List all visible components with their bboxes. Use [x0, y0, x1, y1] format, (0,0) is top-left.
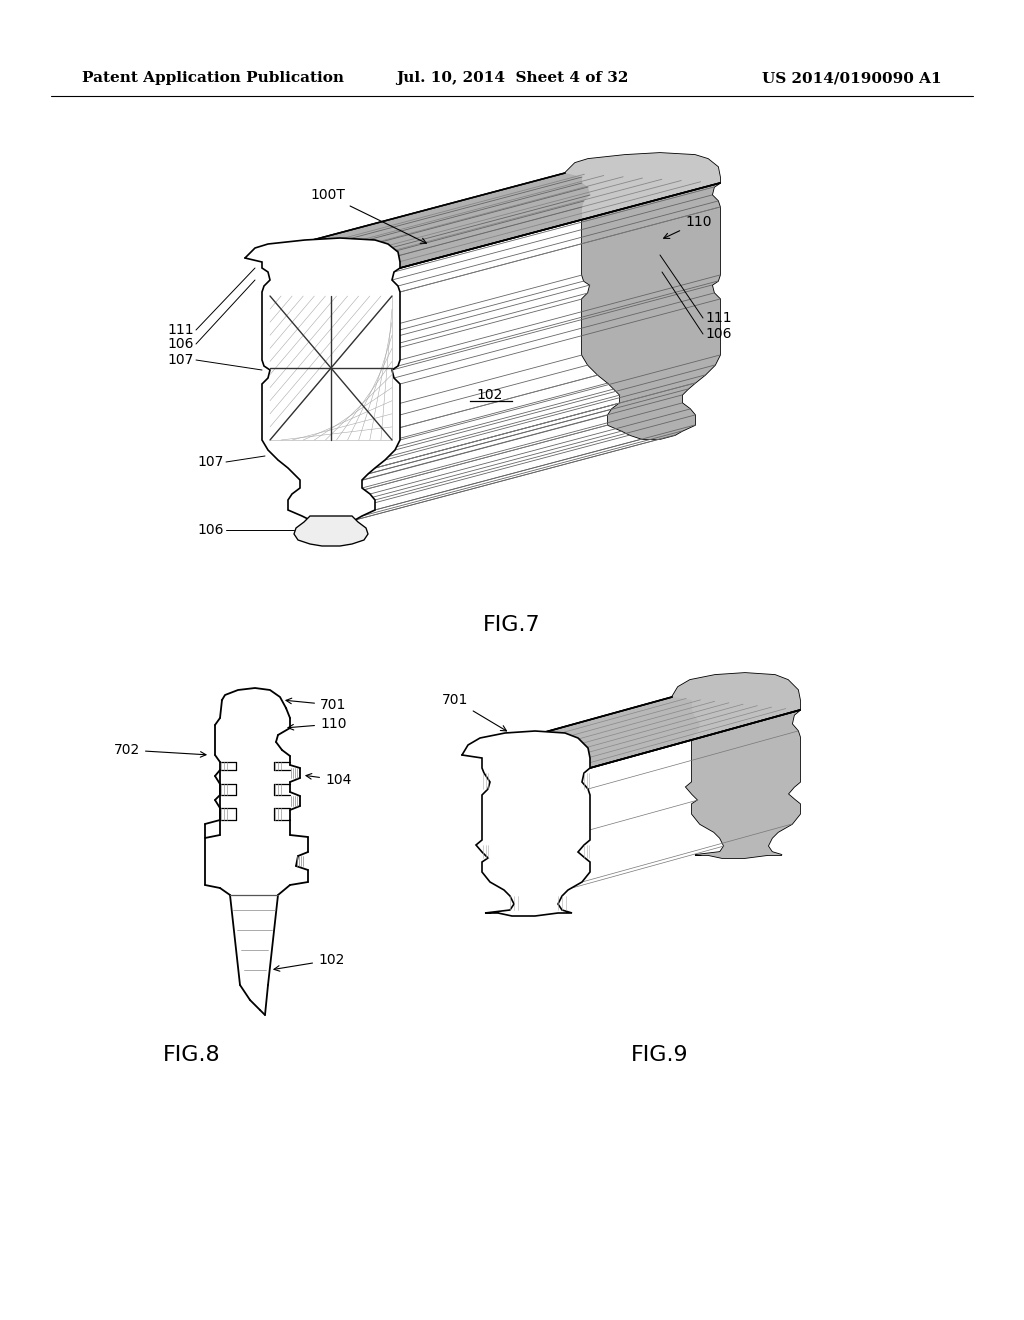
- Text: 106: 106: [168, 337, 194, 351]
- Text: 102: 102: [274, 953, 344, 972]
- Polygon shape: [245, 153, 720, 268]
- Polygon shape: [294, 516, 368, 546]
- Text: 110: 110: [288, 717, 346, 731]
- Polygon shape: [245, 238, 400, 524]
- Text: 107: 107: [168, 352, 194, 367]
- Text: 110: 110: [664, 215, 712, 239]
- Polygon shape: [245, 173, 720, 524]
- Polygon shape: [462, 731, 590, 916]
- Text: 701: 701: [286, 698, 346, 711]
- Text: Jul. 10, 2014  Sheet 4 of 32: Jul. 10, 2014 Sheet 4 of 32: [396, 71, 628, 84]
- Text: Patent Application Publication: Patent Application Publication: [82, 71, 344, 84]
- Polygon shape: [462, 673, 800, 768]
- Text: 100T: 100T: [310, 187, 426, 243]
- Text: FIG.9: FIG.9: [631, 1045, 689, 1065]
- Text: 106: 106: [198, 523, 224, 537]
- Text: 702: 702: [114, 743, 206, 758]
- Text: US 2014/0190090 A1: US 2014/0190090 A1: [763, 71, 942, 84]
- Text: 102: 102: [477, 388, 503, 403]
- Polygon shape: [462, 697, 800, 916]
- Text: FIG.8: FIG.8: [163, 1045, 221, 1065]
- Text: 106: 106: [705, 327, 731, 341]
- Text: 111: 111: [167, 323, 194, 337]
- Polygon shape: [672, 673, 800, 858]
- Text: 107: 107: [198, 455, 224, 469]
- Text: 701: 701: [441, 693, 507, 731]
- Polygon shape: [565, 153, 720, 440]
- Text: 111: 111: [705, 312, 731, 325]
- Text: 104: 104: [306, 774, 351, 787]
- Text: FIG.7: FIG.7: [483, 615, 541, 635]
